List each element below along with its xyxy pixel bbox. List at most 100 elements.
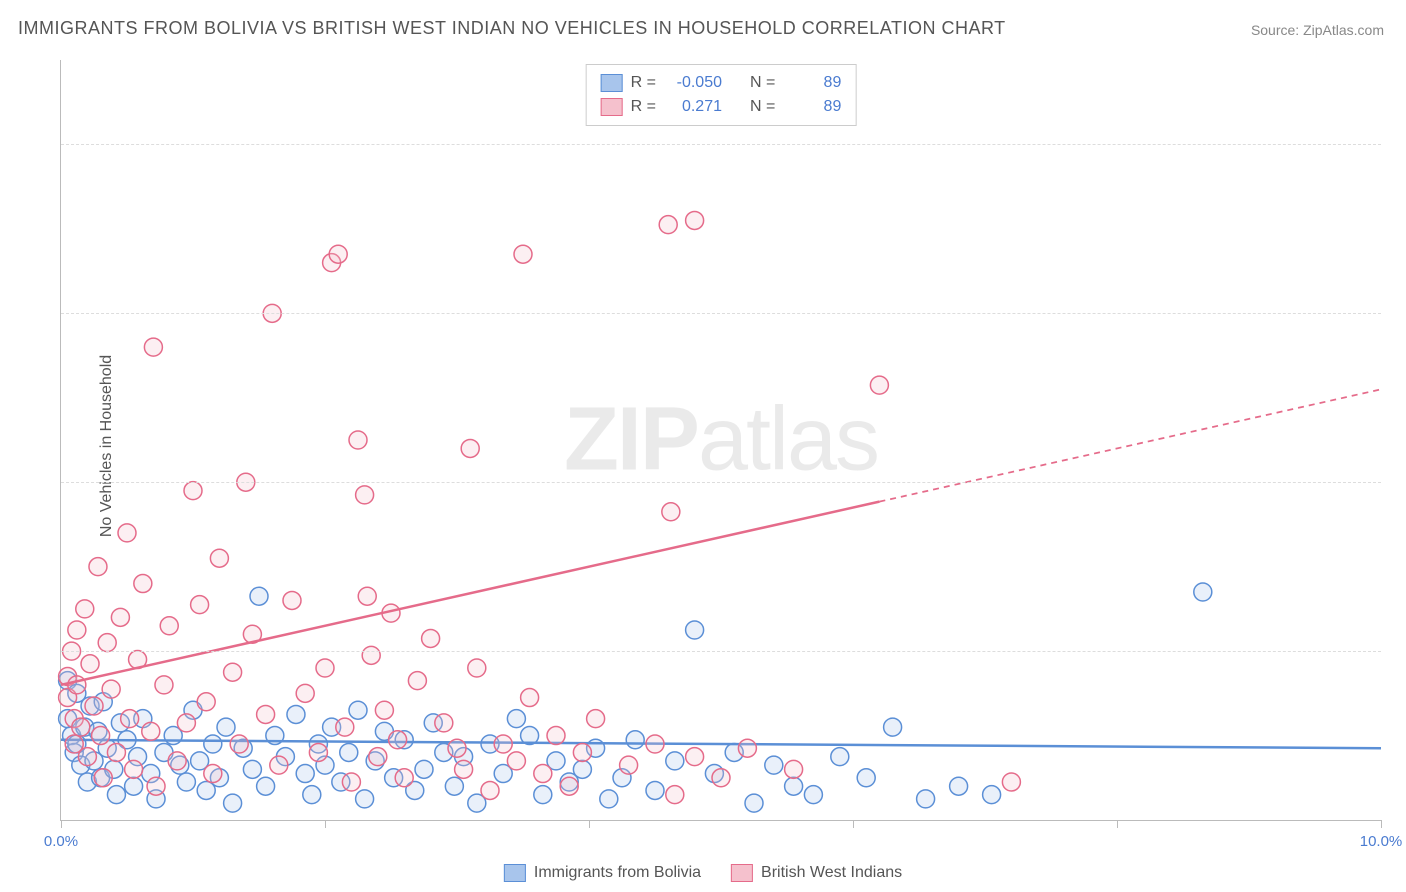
- scatter-point: [389, 731, 407, 749]
- scatter-point: [356, 790, 374, 808]
- scatter-point: [92, 727, 110, 745]
- scatter-point: [76, 600, 94, 618]
- scatter-point: [89, 558, 107, 576]
- scatter-point: [659, 216, 677, 234]
- scatter-point: [243, 760, 261, 778]
- chart-area: ZIPatlas R = -0.050 N = 89 R = 0.271 N =…: [60, 60, 1381, 821]
- legend-stats-row-1: R = 0.271 N = 89: [601, 95, 842, 119]
- scatter-point: [375, 701, 393, 719]
- scatter-point: [369, 748, 387, 766]
- swatch-series-1: [601, 98, 623, 116]
- trend-line-dashed: [879, 389, 1381, 501]
- scatter-point: [468, 659, 486, 677]
- scatter-point: [356, 486, 374, 504]
- scatter-point: [422, 629, 440, 647]
- scatter-point: [160, 617, 178, 635]
- scatter-point: [94, 769, 112, 787]
- scatter-point: [144, 338, 162, 356]
- scatter-point: [287, 705, 305, 723]
- scatter-point: [870, 376, 888, 394]
- xtick: [589, 820, 590, 828]
- scatter-point: [712, 769, 730, 787]
- r-label: R =: [631, 71, 656, 95]
- scatter-point: [102, 680, 120, 698]
- scatter-point: [448, 739, 466, 757]
- scatter-point: [257, 777, 275, 795]
- legend-item-1: British West Indians: [731, 864, 902, 882]
- scatter-point: [600, 790, 618, 808]
- scatter-point: [78, 748, 96, 766]
- scatter-point: [250, 587, 268, 605]
- legend-stats-row-0: R = -0.050 N = 89: [601, 71, 842, 95]
- scatter-point: [507, 752, 525, 770]
- source-credit: Source: ZipAtlas.com: [1251, 22, 1384, 38]
- scatter-point: [98, 634, 116, 652]
- xtick: [61, 820, 62, 828]
- n-label: N =: [750, 95, 775, 119]
- scatter-point: [521, 689, 539, 707]
- scatter-point: [547, 727, 565, 745]
- legend-item-0: Immigrants from Bolivia: [504, 864, 701, 882]
- scatter-point: [204, 765, 222, 783]
- scatter-point: [765, 756, 783, 774]
- scatter-point: [666, 786, 684, 804]
- scatter-point: [191, 596, 209, 614]
- scatter-point: [573, 760, 591, 778]
- scatter-point: [309, 743, 327, 761]
- scatter-point: [1194, 583, 1212, 601]
- n-value-1: 89: [783, 95, 841, 119]
- scatter-point: [134, 575, 152, 593]
- trend-line-solid: [61, 502, 879, 685]
- gridline-h: [61, 144, 1381, 145]
- ytick-label: 20.0%: [1391, 643, 1406, 660]
- scatter-point: [666, 752, 684, 770]
- scatter-point: [340, 743, 358, 761]
- xtick: [1381, 820, 1382, 828]
- scatter-point: [121, 710, 139, 728]
- scatter-point: [85, 697, 103, 715]
- scatter-point: [184, 482, 202, 500]
- scatter-point: [620, 756, 638, 774]
- scatter-point: [68, 676, 86, 694]
- legend-label-0: Immigrants from Bolivia: [534, 864, 701, 882]
- gridline-h: [61, 313, 1381, 314]
- scatter-point: [68, 621, 86, 639]
- scatter-point: [142, 722, 160, 740]
- scatter-point: [283, 591, 301, 609]
- scatter-point: [804, 786, 822, 804]
- scatter-point: [646, 781, 664, 799]
- ytick-label: 80.0%: [1391, 136, 1406, 153]
- trend-line-solid: [61, 740, 1381, 748]
- scatter-point: [1002, 773, 1020, 791]
- scatter-point: [455, 760, 473, 778]
- xtick-label: 10.0%: [1360, 833, 1403, 850]
- scatter-point: [560, 777, 578, 795]
- scatter-point: [107, 786, 125, 804]
- swatch-series-1: [731, 864, 753, 882]
- scatter-point: [224, 663, 242, 681]
- scatter-point: [168, 752, 186, 770]
- scatter-point: [831, 748, 849, 766]
- xtick: [1117, 820, 1118, 828]
- scatter-point: [210, 549, 228, 567]
- scatter-point: [224, 794, 242, 812]
- scatter-point: [349, 431, 367, 449]
- scatter-plot-svg: [61, 60, 1381, 820]
- scatter-point: [686, 211, 704, 229]
- scatter-point: [197, 693, 215, 711]
- n-value-0: 89: [783, 71, 841, 95]
- ytick-label: 40.0%: [1391, 474, 1406, 491]
- scatter-point: [72, 718, 90, 736]
- scatter-point: [983, 786, 1001, 804]
- scatter-point: [686, 748, 704, 766]
- scatter-point: [230, 735, 248, 753]
- r-value-1: 0.271: [664, 95, 722, 119]
- gridline-h: [61, 482, 1381, 483]
- scatter-point: [626, 731, 644, 749]
- ytick-label: 60.0%: [1391, 305, 1406, 322]
- scatter-point: [481, 781, 499, 799]
- gridline-h: [61, 651, 1381, 652]
- scatter-point: [738, 739, 756, 757]
- scatter-point: [534, 786, 552, 804]
- scatter-point: [646, 735, 664, 753]
